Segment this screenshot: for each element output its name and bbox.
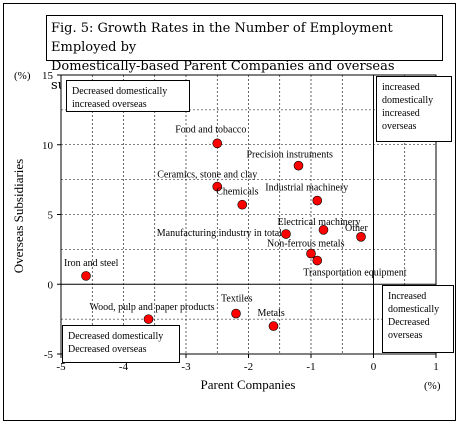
data-point-label: Textiles xyxy=(221,294,253,305)
data-point xyxy=(231,308,241,319)
data-point-label: Iron and steel xyxy=(64,258,119,269)
data-point-label: Industrial machinery xyxy=(265,183,348,194)
quadrant-label-top-left-line-1: Decreased domestically xyxy=(72,86,168,97)
quadrant-label-top-right-line-3: increased xyxy=(382,108,420,119)
data-point xyxy=(237,199,248,210)
quadrant-label-bottom-right-line-3: Decreased xyxy=(388,317,430,328)
data-point xyxy=(312,195,323,206)
y-tick-label: 10 xyxy=(42,140,54,152)
data-point-label: Precision instruments xyxy=(247,150,333,161)
x-tick-label: -5 xyxy=(56,361,66,373)
data-point xyxy=(293,160,304,171)
quadrant-label-top-right-line-4: overseas xyxy=(382,121,417,132)
x-tick-label: -4 xyxy=(119,361,129,373)
quadrant-label-bottom-right-line-4: overseas xyxy=(388,330,423,341)
data-point-label: Electrical machinery xyxy=(278,217,361,228)
x-tick-label: 0 xyxy=(371,361,377,373)
quadrant-label-bottom-left: Decreased domestically Decreased oversea… xyxy=(62,325,180,363)
quadrant-label-bottom-right-line-1: Increased xyxy=(388,291,427,302)
x-tick-label: -1 xyxy=(306,361,315,373)
quadrant-label-top-right-line-1: increased xyxy=(382,82,420,93)
y-tick-label: 0 xyxy=(48,279,54,291)
y-axis-unit: (%) xyxy=(14,70,31,82)
data-point xyxy=(143,314,154,324)
data-point xyxy=(356,232,366,242)
x-tick-label: -3 xyxy=(181,361,191,373)
data-point xyxy=(312,255,323,266)
quadrant-label-top-left-line-2: increased overseas xyxy=(72,99,147,110)
y-axis-title: Overseas Subsidiaries xyxy=(11,159,26,273)
quadrant-label-bottom-left-line-1: Decreased domestically xyxy=(68,331,164,342)
data-point-label: Transportation equipment xyxy=(303,268,406,279)
data-point xyxy=(212,181,223,192)
data-point xyxy=(81,271,91,281)
x-axis-unit: (%) xyxy=(424,380,441,392)
data-point xyxy=(306,248,316,259)
x-tick-label: 1 xyxy=(433,361,439,373)
quadrant-label-top-right: increased domestically increased oversea… xyxy=(376,76,452,142)
x-tick-label: -2 xyxy=(244,361,253,373)
y-tick-label: 15 xyxy=(42,70,54,82)
quadrant-label-top-left: Decreased domestically increased oversea… xyxy=(66,80,190,112)
data-point-label: Other xyxy=(345,223,368,234)
quadrant-label-bottom-left-line-2: Decreased overseas xyxy=(68,344,147,355)
data-point xyxy=(318,225,329,235)
chart-title-line-1: Fig. 5: Growth Rates in the Number of Em… xyxy=(51,21,393,55)
quadrant-label-top-right-line-2: domestically xyxy=(382,95,434,106)
data-point-label: Non-ferrous metals xyxy=(267,239,345,250)
quadrant-label-bottom-right: Increased domestically Decreased oversea… xyxy=(382,285,454,353)
quadrant-label-bottom-right-line-2: domestically xyxy=(388,304,440,315)
data-point-label: Chemicals xyxy=(216,187,258,198)
data-point-label: Manufacturing industry in total xyxy=(157,228,282,239)
data-point-label: Food and tobacco xyxy=(175,124,246,135)
data-point xyxy=(268,321,279,331)
data-point-label: Ceramics, stone and clay xyxy=(157,170,257,181)
y-tick-label: -5 xyxy=(44,349,54,361)
data-point xyxy=(281,229,291,239)
data-point-label: Wood, pulp and paper products xyxy=(90,302,215,313)
data-point xyxy=(212,138,223,149)
y-tick-label: 5 xyxy=(48,210,54,222)
data-point-label: Metals xyxy=(258,308,285,319)
x-axis-title: Parent Companies xyxy=(201,377,296,392)
